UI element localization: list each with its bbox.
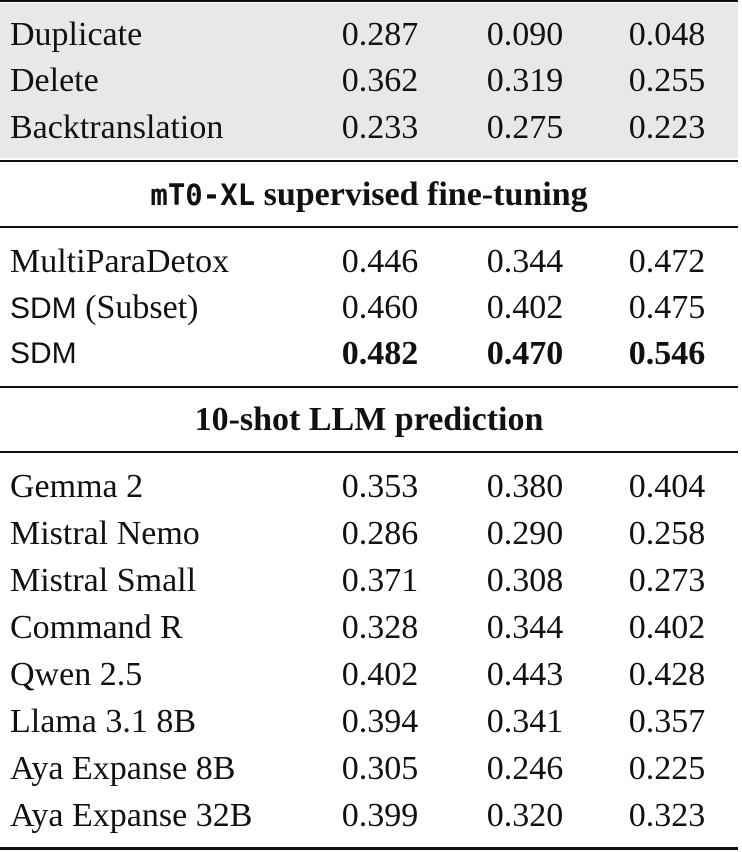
cell-value: 0.399 (341, 797, 419, 834)
table-row: Mistral Small 0.371 0.308 0.273 (0, 558, 738, 604)
table-row: Gemma 2 0.353 0.380 0.404 (0, 464, 738, 510)
cell-value: 0.319 (486, 62, 564, 99)
cell-value-best: 0.470 (486, 335, 564, 372)
cell-value: 0.353 (341, 468, 419, 505)
cell-value: 0.475 (628, 289, 706, 326)
row-label: Duplicate (10, 16, 143, 53)
dataset-name: SDM (10, 292, 77, 325)
table-row: Delete 0.362 0.319 0.255 (0, 58, 738, 104)
cell-value: 0.090 (486, 16, 564, 53)
cell-value: 0.287 (341, 16, 419, 53)
cell-value: 0.428 (628, 656, 706, 693)
table-row: Aya Expanse 32B 0.399 0.320 0.323 (0, 793, 738, 839)
cell-value: 0.233 (341, 109, 419, 146)
cell-value: 0.394 (341, 703, 419, 740)
cell-value: 0.275 (486, 109, 564, 146)
table-row: Aya Expanse 8B 0.305 0.246 0.225 (0, 746, 738, 792)
row-label: Command R (10, 609, 183, 646)
cell-value: 0.323 (628, 797, 706, 834)
cell-value: 0.443 (486, 656, 564, 693)
section-rule (0, 160, 738, 162)
cell-value: 0.402 (486, 289, 564, 326)
cell-value: 0.344 (486, 609, 564, 646)
row-label: Backtranslation (10, 109, 224, 146)
cell-value: 0.048 (628, 16, 706, 53)
cell-value: 0.344 (486, 243, 564, 280)
row-label: Qwen 2.5 (10, 656, 143, 693)
cell-value: 0.371 (341, 562, 419, 599)
cell-value: 0.446 (341, 243, 419, 280)
cell-value: 0.320 (486, 797, 564, 834)
cell-value: 0.308 (486, 562, 564, 599)
row-label: Aya Expanse 32B (10, 797, 253, 834)
section-rule (0, 451, 738, 453)
augmentation-block-shading (0, 3, 738, 158)
cell-value: 0.290 (486, 515, 564, 552)
row-label: Mistral Nemo (10, 515, 200, 552)
row-label: Mistral Small (10, 562, 197, 599)
section-title-suffix: supervised fine-tuning (255, 176, 588, 213)
row-label: Gemma 2 (10, 468, 144, 505)
cell-value: 0.328 (341, 609, 419, 646)
cell-value: 0.472 (628, 243, 706, 280)
table-row: SDM 0.482 0.470 0.546 (0, 331, 738, 377)
table-row: Llama 3.1 8B 0.394 0.341 0.357 (0, 699, 738, 745)
dataset-qualifier: (Subset) (76, 289, 199, 326)
table-row: Qwen 2.5 0.402 0.443 0.428 (0, 652, 738, 698)
cell-value-best: 0.546 (628, 335, 706, 372)
cell-value: 0.404 (628, 468, 706, 505)
section-rule (0, 226, 738, 228)
cell-value: 0.380 (486, 468, 564, 505)
section-title-llm: 10-shot LLM prediction (194, 401, 544, 438)
cell-value-best: 0.482 (341, 335, 419, 372)
table-row: MultiParaDetox 0.446 0.344 0.472 (0, 239, 738, 285)
row-label: SDM (Subset) (10, 285, 199, 332)
cell-value: 0.223 (628, 109, 706, 146)
cell-value: 0.305 (341, 750, 419, 787)
cell-value: 0.255 (628, 62, 706, 99)
cell-value: 0.341 (486, 703, 564, 740)
cell-value: 0.460 (341, 289, 419, 326)
section-rule (0, 386, 738, 388)
row-label: MultiParaDetox (10, 243, 230, 280)
table-row: Command R 0.328 0.344 0.402 (0, 605, 738, 651)
row-label: SDM (10, 337, 77, 370)
cell-value: 0.273 (628, 562, 706, 599)
bottom-rule (0, 847, 738, 850)
table-row: Backtranslation 0.233 0.275 0.223 (0, 105, 738, 151)
cell-value: 0.362 (341, 62, 419, 99)
cell-value: 0.402 (341, 656, 419, 693)
cell-value: 0.286 (341, 515, 419, 552)
top-rule (0, 0, 738, 2)
cell-value: 0.357 (628, 703, 706, 740)
table-row: Mistral Nemo 0.286 0.290 0.258 (0, 511, 738, 557)
table-row: SDM (Subset) 0.460 0.402 0.475 (0, 285, 738, 331)
row-label: Llama 3.1 8B (10, 703, 197, 740)
section-title-finetuning: mT0-XL supervised fine-tuning (0, 172, 738, 218)
cell-value: 0.246 (486, 750, 564, 787)
row-label: Aya Expanse 8B (10, 750, 236, 787)
cell-value: 0.402 (628, 609, 706, 646)
table-row: Duplicate 0.287 0.090 0.048 (0, 12, 738, 58)
row-label: Delete (10, 62, 99, 99)
cell-value: 0.225 (628, 750, 706, 787)
cell-value: 0.258 (628, 515, 706, 552)
model-name: mT0-XL (150, 178, 256, 212)
